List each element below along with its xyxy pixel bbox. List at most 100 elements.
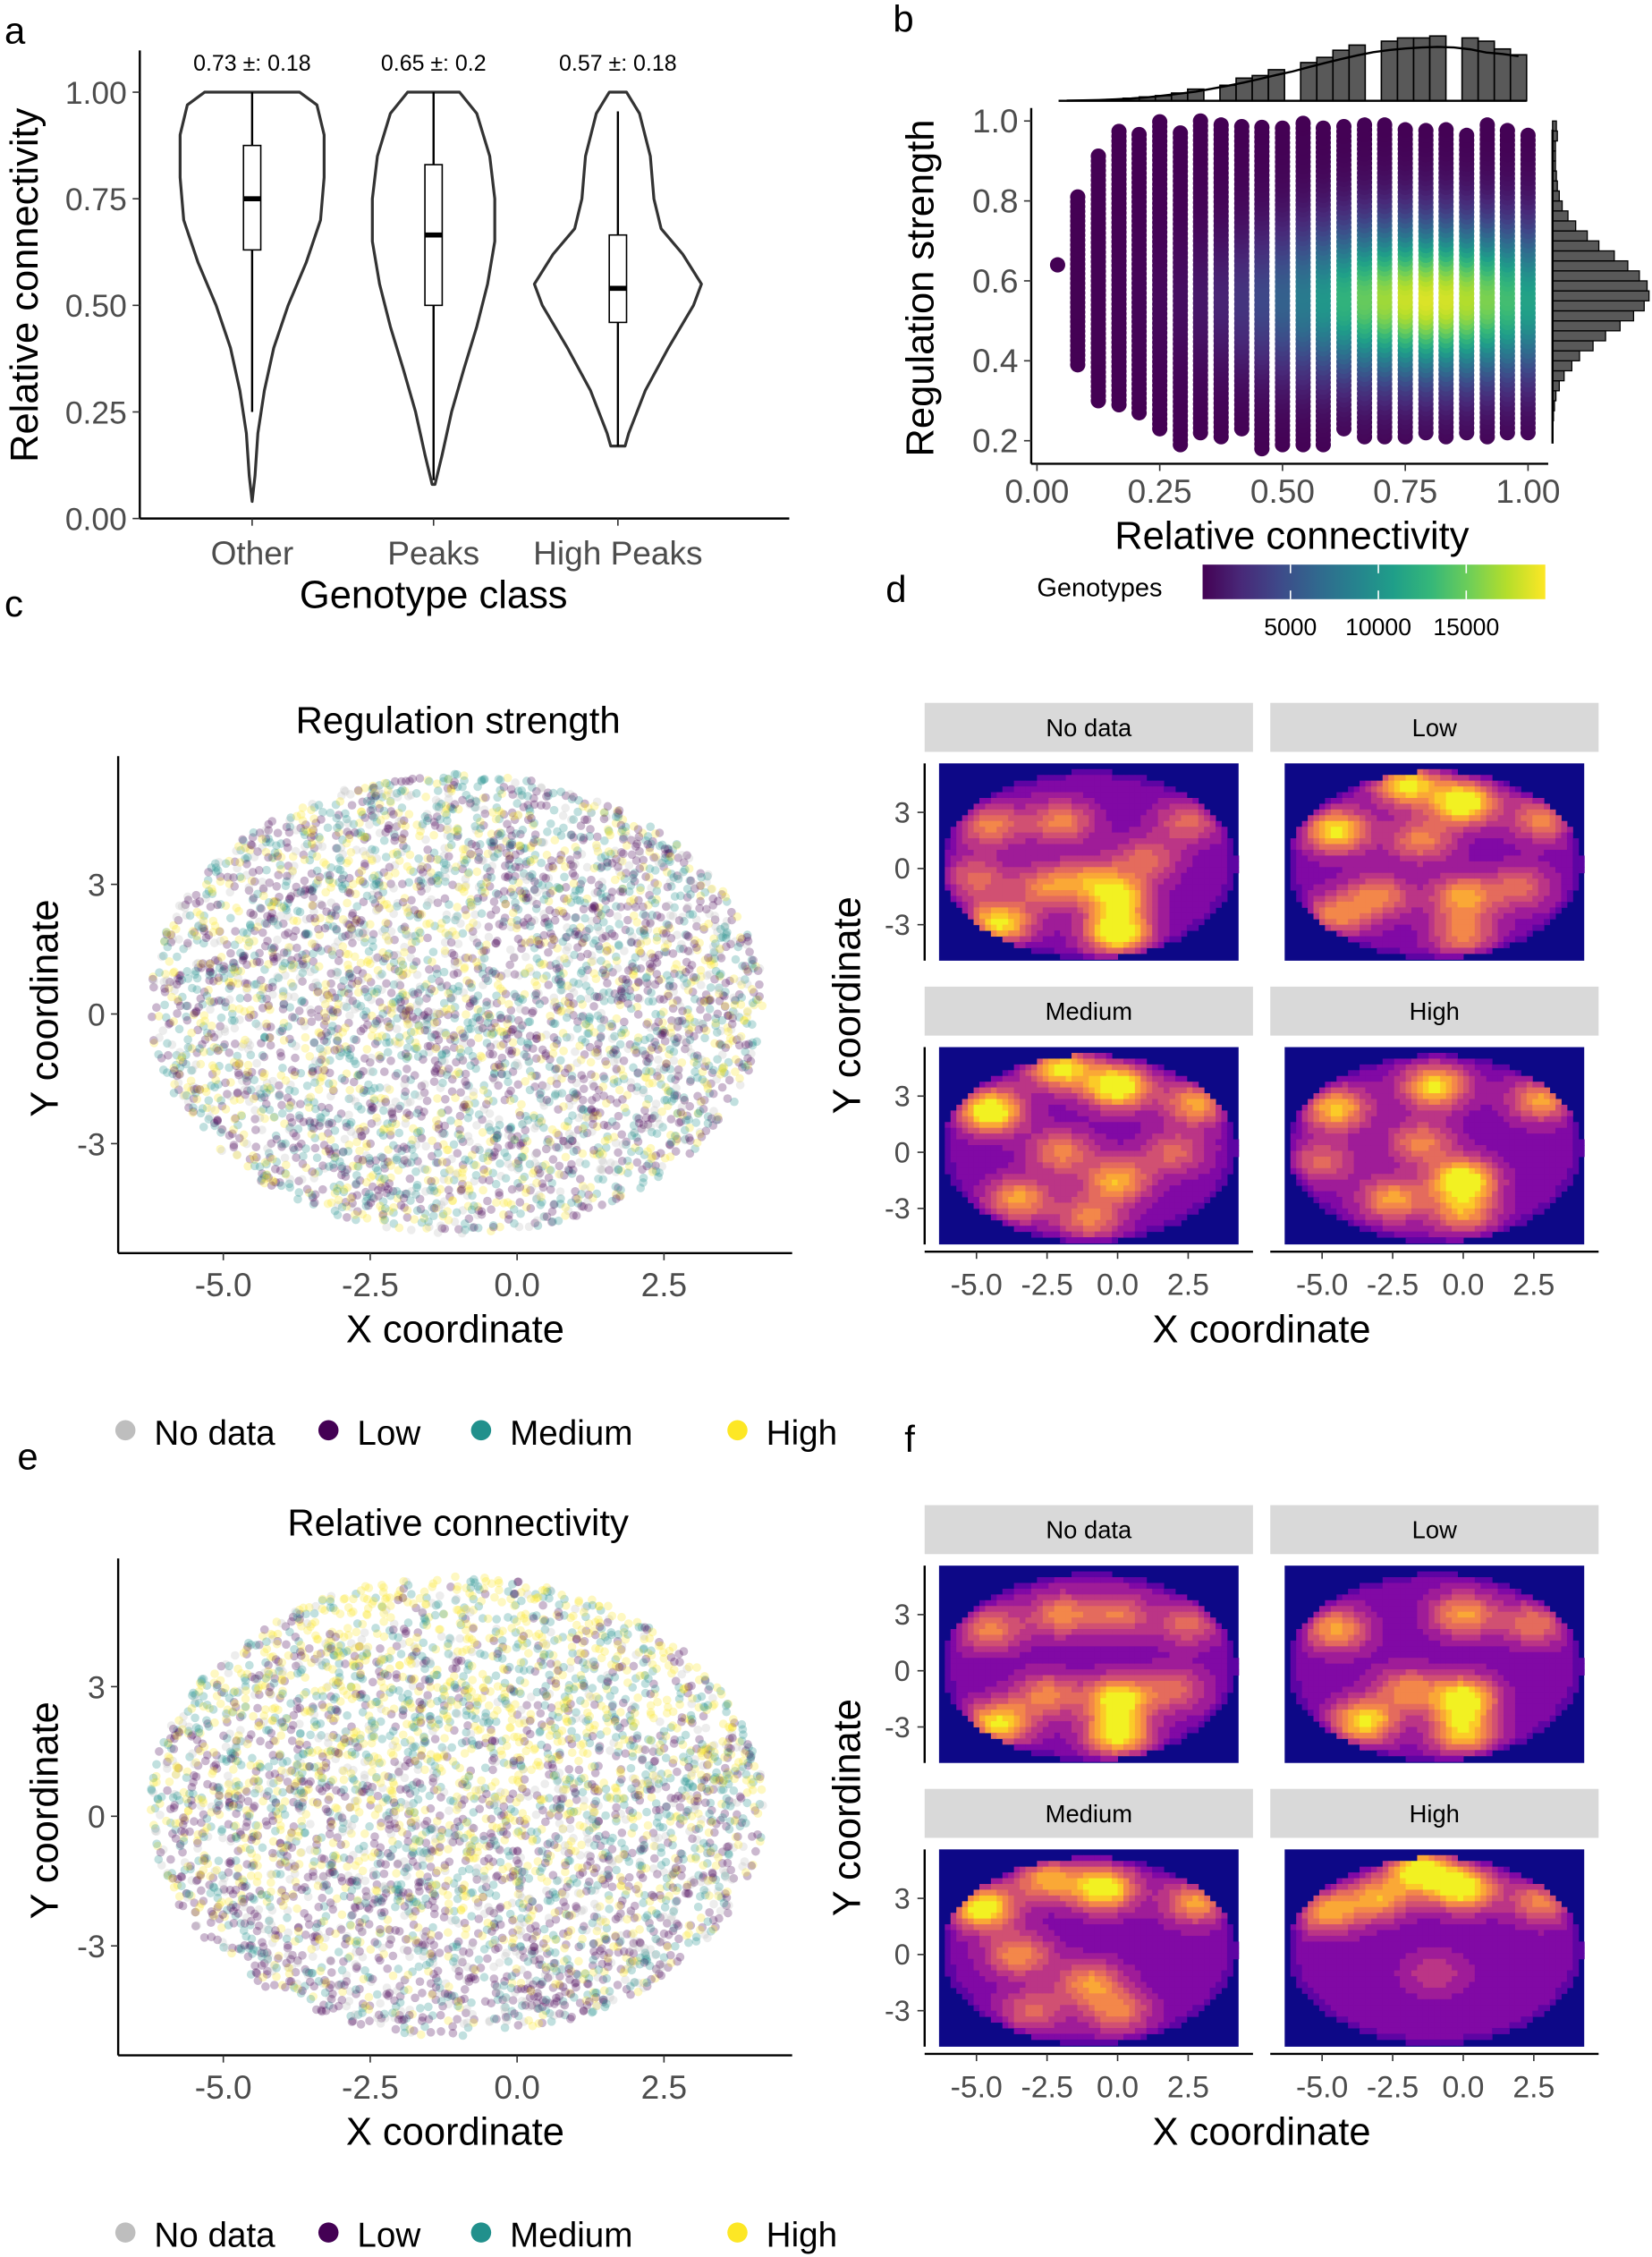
scatter-point (472, 867, 482, 877)
scatter-point (318, 1132, 327, 1141)
scatter-point (397, 879, 407, 889)
scatter-point (442, 915, 451, 924)
scatter-point (275, 1091, 284, 1101)
scatter-point (1377, 117, 1393, 133)
scatter-point (294, 1006, 304, 1015)
scatter-point (381, 853, 391, 861)
scatter-point (586, 1057, 596, 1067)
scatter-point (570, 950, 579, 960)
scatter-point (379, 836, 389, 845)
scatter-point (362, 1213, 372, 1223)
scatter-point (504, 1131, 513, 1140)
scatter-point (347, 801, 357, 810)
x-axis-title: Genotype class (300, 573, 568, 616)
panel-label-b: b (893, 0, 913, 39)
y-tick-label: 0.00 (65, 502, 127, 538)
scatter-point (384, 1022, 394, 1031)
scatter-point (411, 937, 420, 946)
scatter-point (536, 1088, 546, 1098)
scatter-point (646, 822, 656, 832)
scatter-point (216, 953, 226, 962)
scatter-point (406, 1226, 416, 1235)
scatter-point (440, 1094, 450, 1104)
panel-label-d: d (885, 568, 906, 610)
scatter-point (583, 949, 592, 959)
top-histogram-bar (1428, 35, 1447, 102)
scatter-point (627, 1131, 637, 1141)
scatter-point (696, 896, 705, 906)
scatter-point (504, 999, 513, 1009)
scatter-point (395, 992, 405, 1002)
scatter-point (292, 943, 301, 953)
scatter-point (391, 1071, 401, 1081)
right-histogram-bar (1552, 310, 1635, 322)
scatter-point (164, 1050, 173, 1060)
scatter-point (675, 891, 685, 901)
y-tick-label: 0.8 (972, 182, 1018, 219)
scatter-point (433, 1094, 442, 1103)
scatter-point (355, 1146, 364, 1156)
scatter-point (552, 1079, 562, 1089)
scatter-point (199, 1123, 208, 1132)
violin-annotation: 0.57 ±: 0.18 (559, 51, 677, 76)
scatter-point (494, 775, 504, 784)
right-histogram-bar (1552, 259, 1629, 272)
scatter-point (1438, 122, 1454, 138)
scatter-point (324, 1079, 334, 1089)
scatter-point (610, 875, 620, 885)
right-histogram-bar (1552, 330, 1606, 342)
scatter-point (733, 912, 742, 921)
scatter-point (172, 912, 182, 921)
scatter-point (165, 1019, 174, 1029)
scatter-point (312, 852, 322, 861)
scatter-point (513, 799, 522, 809)
scatter-point (267, 908, 277, 918)
colorbar-tick-label: 10000 (1345, 614, 1411, 641)
scatter-point (221, 1105, 231, 1114)
scatter-point (685, 1035, 695, 1045)
colorbar-title: Genotypes (1037, 574, 1162, 603)
scatter-point (560, 872, 569, 882)
scatter-point (340, 1134, 350, 1144)
scatter-point (1335, 118, 1352, 135)
scatter-point (337, 1162, 347, 1171)
right-histogram-bar (1552, 270, 1640, 282)
scatter-point (538, 837, 547, 847)
scatter-point (433, 898, 443, 908)
scatter-point (453, 827, 462, 836)
scatter-point (398, 897, 408, 907)
top-histogram-bar (1493, 47, 1512, 102)
scatter-point (296, 887, 306, 896)
scatter-point (225, 1091, 235, 1101)
scatter-point (266, 1040, 275, 1050)
scatter-point (239, 928, 248, 937)
scatter-point (460, 1031, 470, 1041)
scatter-point (284, 1022, 292, 1031)
scatter-point (382, 1222, 392, 1232)
scatter-point (382, 1083, 392, 1093)
scatter-point (171, 924, 181, 934)
scatter-point (561, 1210, 570, 1220)
scatter-point (355, 1084, 365, 1094)
scatter-point (246, 921, 255, 930)
scatter-point (321, 887, 330, 897)
scatter-point (458, 782, 467, 792)
scatter-point (613, 963, 623, 973)
scatter-point (494, 1081, 503, 1090)
scatter-point (217, 1146, 226, 1156)
right-histogram-bar (1552, 230, 1588, 242)
scatter-point (252, 1058, 261, 1068)
scatter-point (486, 1137, 495, 1147)
scatter-point (579, 904, 589, 914)
scatter-point (350, 1034, 359, 1044)
scatter-point (464, 1046, 473, 1056)
scatter-point (314, 1085, 324, 1094)
scatter-point (715, 997, 724, 1005)
scatter-point (225, 913, 235, 923)
scatter-point (160, 937, 169, 946)
scatter-point (648, 911, 657, 920)
scatter-point (297, 1175, 307, 1184)
scatter-point (482, 940, 491, 950)
scatter-point (589, 1002, 598, 1011)
